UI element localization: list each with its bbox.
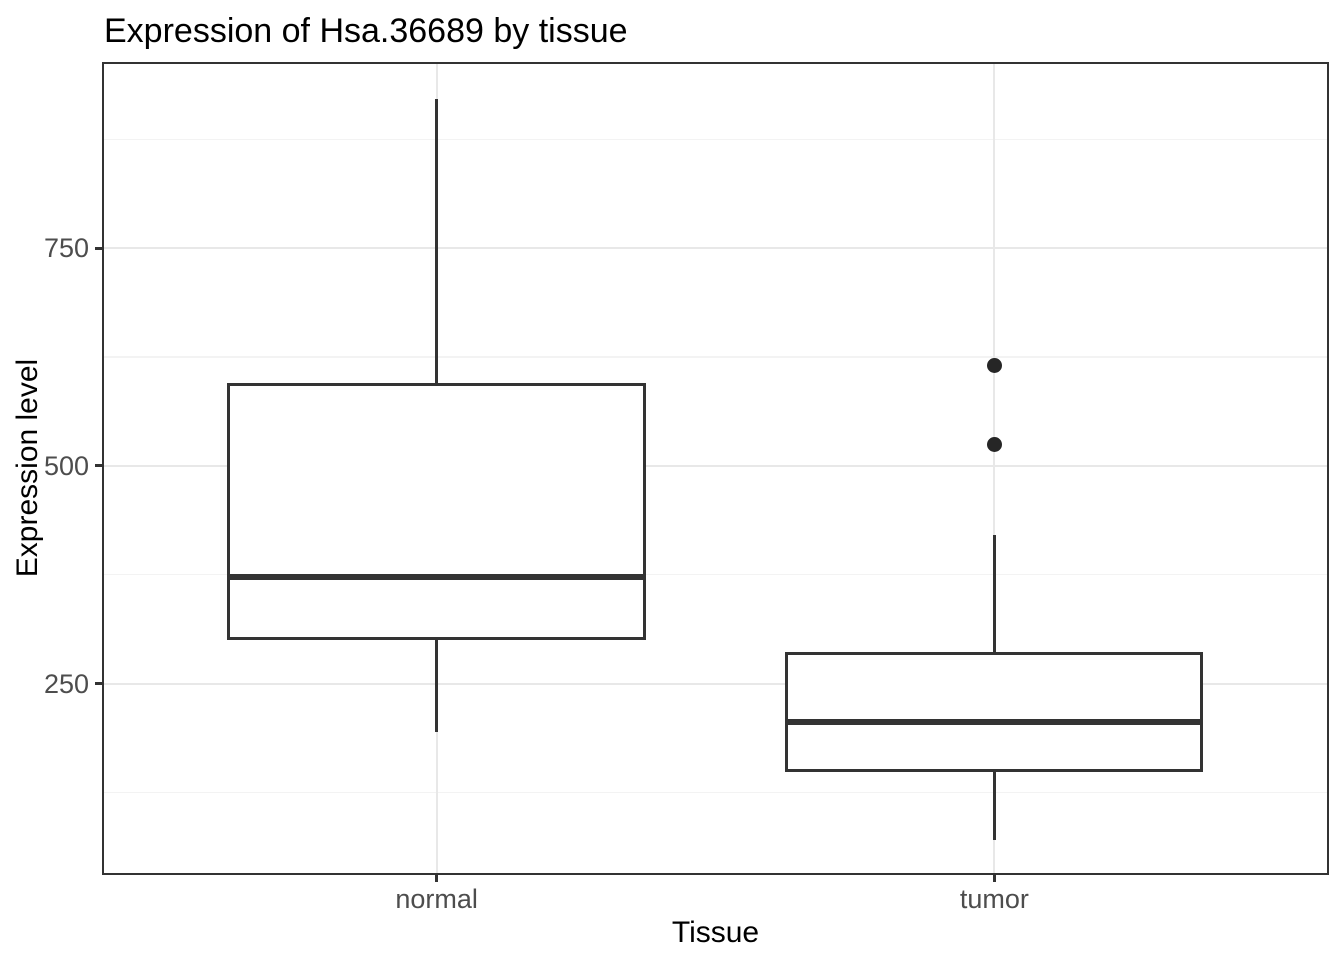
plot-title: Expression of Hsa.36689 by tissue: [104, 12, 628, 50]
gridline-major: [102, 247, 1329, 250]
whisker-upper-normal: [435, 98, 439, 384]
x-tick-label-normal: normal: [395, 884, 478, 914]
x-tick-mark: [992, 875, 996, 882]
gridline-major: [102, 682, 1329, 685]
box-normal: [227, 383, 646, 640]
gridline-major: [102, 464, 1329, 467]
gridline-minor: [102, 138, 1329, 141]
x-tick-mark: [435, 875, 439, 882]
x-axis-title: Tissue: [671, 916, 760, 949]
y-tick-mark: [95, 246, 102, 250]
y-tick-label: 250: [43, 668, 89, 699]
median-normal: [227, 574, 646, 581]
whisker-lower-normal: [435, 639, 439, 733]
y-tick-mark: [95, 464, 102, 468]
gridline-minor: [102, 573, 1329, 576]
outlier-point-tumor: [986, 436, 1002, 452]
median-tumor: [785, 718, 1204, 725]
whisker-lower-tumor: [992, 772, 996, 841]
box-tumor: [785, 652, 1204, 773]
gridline-x-tumor: [993, 62, 996, 875]
plot-panel: [102, 62, 1329, 875]
gridline-minor: [102, 356, 1329, 358]
y-tick-label: 500: [43, 450, 89, 481]
gridline-minor: [102, 791, 1329, 794]
y-tick-mark: [95, 682, 102, 685]
y-tick-label: 750: [43, 233, 89, 264]
whisker-upper-tumor: [992, 534, 996, 653]
outlier-point-tumor: [986, 358, 1002, 374]
x-tick-label-tumor: tumor: [959, 884, 1029, 914]
